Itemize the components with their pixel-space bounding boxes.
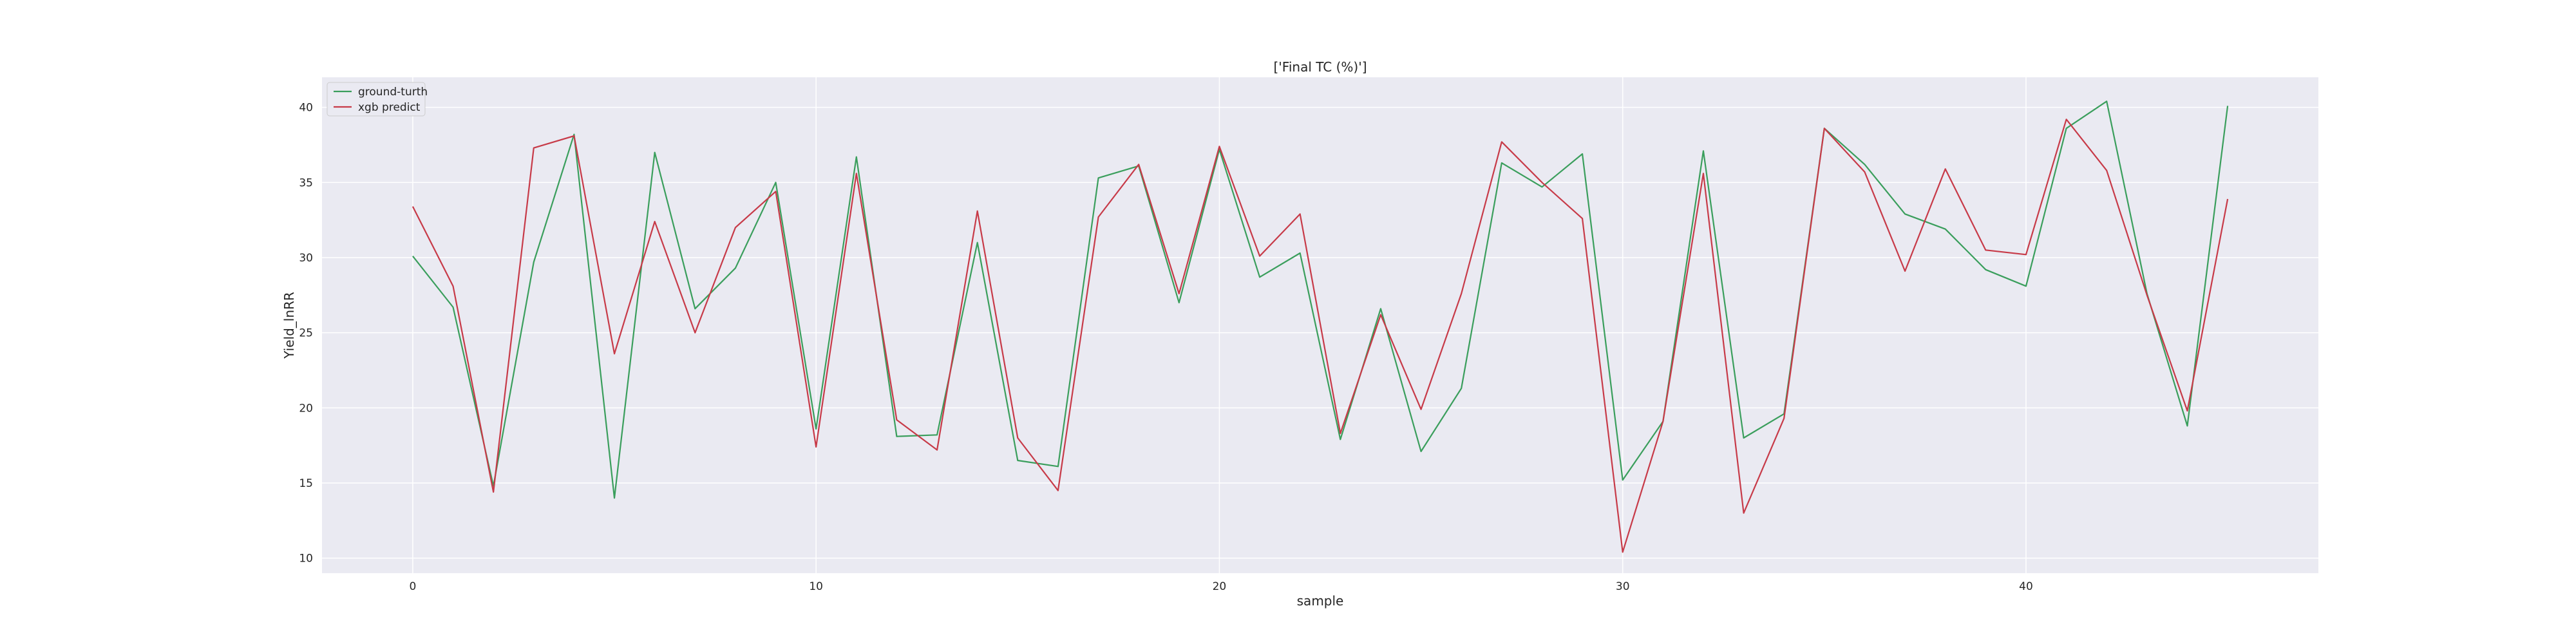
legend: ground-turth xgb predict	[327, 82, 428, 117]
x-tick-label: 0	[409, 580, 416, 593]
y-tick-label: 35	[299, 176, 313, 189]
y-tick-label: 10	[299, 553, 313, 565]
x-axis-label: sample	[1297, 593, 1344, 609]
x-tick-label: 10	[809, 580, 823, 593]
y-tick-label: 40	[299, 102, 313, 115]
y-axis-label: Yield_lnRR	[281, 292, 297, 359]
tick-labels: 0 10 20 30 40 10 15 20 25 30 35 40	[299, 102, 2032, 593]
series-line-xgb-predict	[412, 118, 2229, 553]
y-tick-label: 20	[299, 402, 313, 415]
x-tick-label: 40	[2019, 580, 2033, 593]
y-tick-label: 30	[299, 252, 313, 265]
x-tick-label: 20	[1213, 580, 1227, 593]
x-tick-label: 30	[1616, 580, 1630, 593]
series-lines	[412, 100, 2229, 553]
y-tick-label: 25	[299, 327, 313, 340]
legend-label-xgb-predict: xgb predict	[358, 101, 421, 114]
chart-title: ['Final TC (%)']	[1273, 59, 1367, 75]
legend-label-ground-turth: ground-turth	[358, 86, 428, 99]
grid	[322, 77, 2318, 573]
y-tick-label: 15	[299, 477, 313, 490]
